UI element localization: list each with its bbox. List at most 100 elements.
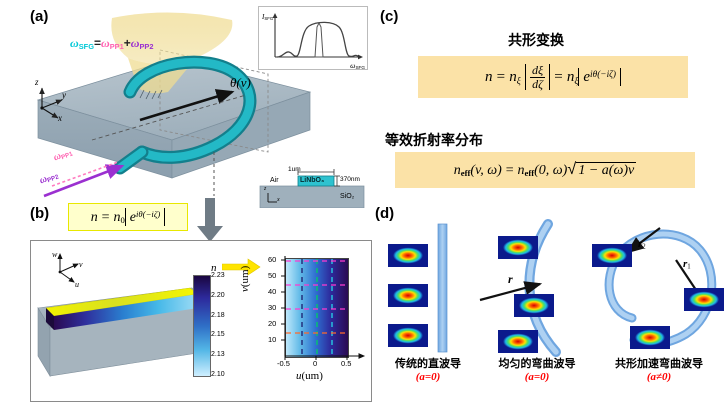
eq-c1-dzeta: dζ xyxy=(532,76,543,91)
r1-letter: r xyxy=(683,258,688,270)
eq-b-n0-sub: 0 xyxy=(120,215,125,226)
cs-substrate-label: SiO₂ xyxy=(340,193,355,200)
waveguide-uniform-bend xyxy=(479,219,561,357)
flow-arrow-right xyxy=(222,258,261,276)
map-ytick: 10 xyxy=(268,335,277,344)
eq-c2-args2: (0, ω) xyxy=(534,163,568,178)
panel-b-waveguide-3d xyxy=(37,253,205,378)
map-ytick: 60 xyxy=(268,255,277,264)
axis-label-y: y xyxy=(62,90,66,100)
waveguide-caption-conformal: 共形加速弯曲波导 (a≠0) xyxy=(592,357,726,383)
eq-c1-exp-sup: iθ(−iζ) xyxy=(590,69,617,80)
panel-a-label: (a) xyxy=(30,8,49,25)
eq-c2-neff2-sub: eff xyxy=(524,168,535,179)
wg-caption-text: 传统的直波导 xyxy=(395,357,461,370)
eq-c2-neff-sub: eff xyxy=(460,168,471,179)
mode-profile xyxy=(498,236,538,259)
map-ylabel-unit: (um) xyxy=(239,265,251,288)
eq-c1-abs1: dξ dζ xyxy=(524,62,551,91)
radius-label-r: r xyxy=(508,272,513,286)
axis-label-z: z xyxy=(35,77,39,87)
sfg-relation: ωSFG=ωPP1+ωPP2 xyxy=(70,36,154,51)
r2-sub: 2 xyxy=(642,243,646,251)
cs-axis-z: z xyxy=(264,186,267,192)
omega-pp1: ω xyxy=(101,36,110,50)
map-ylabel-i: v xyxy=(239,287,251,292)
wg-caption-text: 均匀的弯曲波导 xyxy=(498,357,576,370)
map-xtick: -0.5 xyxy=(277,359,290,368)
sfg-plus: + xyxy=(123,36,131,50)
map-ytick: 20 xyxy=(268,319,277,328)
axis-label-x: x xyxy=(58,113,62,123)
map-xtick: 0.5 xyxy=(341,359,352,368)
mode-profile xyxy=(684,288,724,311)
cs-core-label: LiNbO₃ xyxy=(300,177,325,184)
panel-b-axis-u: u xyxy=(75,280,79,289)
spectrum-plot xyxy=(272,13,363,60)
colorbar-tick: 2.18 xyxy=(211,311,225,319)
cs-height-label: 370nm xyxy=(340,176,360,183)
waveguide-caption-straight: 传统的直波导 (a=0) xyxy=(368,357,488,383)
panel-c-label: (c) xyxy=(380,8,399,25)
map-ytick: 40 xyxy=(268,287,277,296)
omega-pp2: ω xyxy=(130,36,140,50)
mode-profile xyxy=(514,294,554,317)
radius-label-r1: r1 xyxy=(683,258,691,271)
theta-label: θ(v) xyxy=(230,75,251,90)
panel-c-equation-2: neff(v, ω) = neff(0, ω)1 − a(ω)v xyxy=(395,152,695,188)
map-xtick: 0 xyxy=(313,359,318,368)
colorbar-tick: 2.15 xyxy=(211,331,225,339)
eq-c1-nxi2: n xyxy=(566,68,575,85)
mode-profile xyxy=(388,284,428,307)
flow-arrow-down xyxy=(197,198,223,242)
panel-b-axis-v: v xyxy=(79,260,83,269)
panel-b-label: (b) xyxy=(30,205,50,222)
eq-b-exp: e xyxy=(129,210,137,225)
eq-c1-dxi: dξ xyxy=(529,62,546,78)
wg-condition-text: (a=0) xyxy=(524,370,550,383)
wg-caption-text: 共形加速弯曲波导 xyxy=(615,357,703,370)
map-xlabel: u(um) xyxy=(296,370,323,382)
cs-axis-x: x xyxy=(277,197,280,203)
spectrum-ylabel-sub: SFG xyxy=(264,16,274,22)
colorbar-tick: 2.13 xyxy=(211,351,225,359)
panel-b-equation: n = n0 eiθ(−iζ) xyxy=(68,203,188,231)
eq-c1-equals1: = xyxy=(496,68,506,85)
eq-c1-abs2: eiθ(−iζ) xyxy=(578,67,622,86)
eq-c2-neff2: n xyxy=(517,163,525,178)
spectrum-xlabel-i: ω xyxy=(350,60,356,70)
panel-a-schematic xyxy=(36,12,312,198)
spectrum-xlabel: ωSFG xyxy=(350,61,365,70)
eq-b-n0: n xyxy=(113,210,121,225)
eq-c2-equals: = xyxy=(505,163,514,178)
colorbar-ticks: 2.23 2.20 2.18 2.15 2.13 2.10 xyxy=(211,272,241,378)
eq-b-exp-sup: iθ(−iζ) xyxy=(136,209,161,220)
panel-c-heading-2: 等效折射率分布 xyxy=(385,133,483,149)
panel-c-equation-1: n = nξ dξ dζ = nξ eiθ(−iζ) xyxy=(418,56,688,98)
waveguide-conformal-bend xyxy=(592,227,724,349)
colorbar-tick: 2.20 xyxy=(211,291,225,299)
colorbar xyxy=(193,275,211,377)
eq-c2-args: (v, ω) xyxy=(470,163,502,178)
eq-c2-neff: n xyxy=(453,163,461,178)
cross-section-inset: 1um 370nm Air LiNbO₃ SiO₂ z x xyxy=(258,162,366,209)
mode-profile xyxy=(592,244,632,267)
eq-c1-exp: e xyxy=(583,68,591,85)
colorbar-tick: 2.10 xyxy=(211,370,225,378)
waveguide-caption-uniform: 均匀的弯曲波导 (a=0) xyxy=(472,357,602,383)
eq-c1-n: n xyxy=(484,68,493,85)
map-xlabel-i: u xyxy=(296,370,302,382)
waveguide-straight xyxy=(388,223,448,353)
mode-profile xyxy=(630,326,670,349)
omega-sfg-sub: SFG xyxy=(78,41,94,51)
eq-c1-nxi2-sub: ξ xyxy=(574,76,579,87)
wg-condition-text: (a=0) xyxy=(415,370,441,383)
spectrum-xlabel-sub: SFG xyxy=(355,65,365,70)
eq-b-equals: = xyxy=(101,210,110,225)
map-xlabel-unit: (um) xyxy=(301,370,323,382)
omega-sfg: ω xyxy=(70,36,79,50)
eq-c1-nxi: n xyxy=(509,68,517,85)
colorbar-tick: 2.23 xyxy=(211,272,225,279)
eq-c2-radicand: 1 − a(ω)v xyxy=(576,162,637,178)
map-ylabel: v(um) xyxy=(239,266,251,292)
